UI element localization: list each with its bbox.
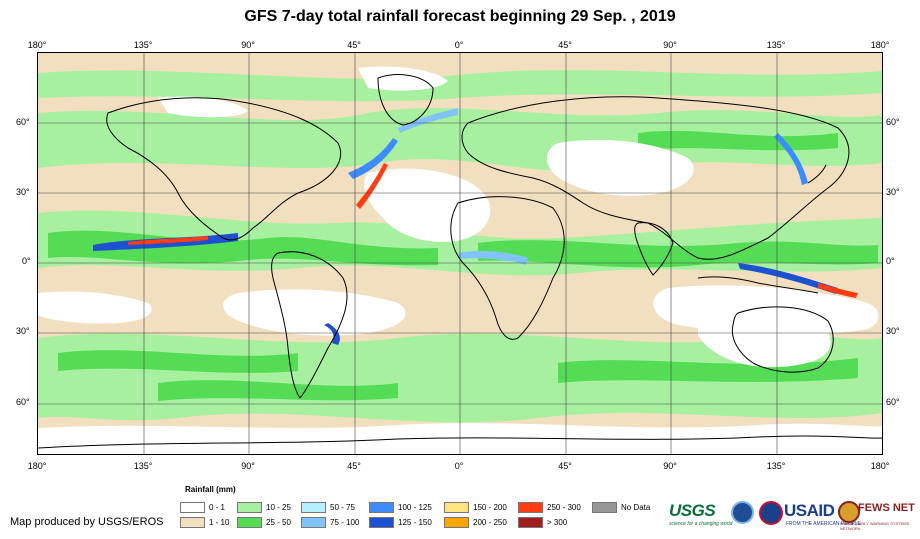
fews-net-logo: FEWS NET xyxy=(858,502,915,514)
usaid-tagline: FROM THE AMERICAN PEOPLE xyxy=(786,521,861,527)
legend-label: 10 - 25 xyxy=(266,503,291,512)
legend-label: 150 - 200 xyxy=(473,503,507,512)
usaid-logo: USAID xyxy=(784,501,835,520)
legend-swatch xyxy=(369,517,394,528)
lon-label-top: 45° xyxy=(558,40,572,50)
fews-net-tagline: FAMINE EARLY WARNING SYSTEMS NETWORK xyxy=(840,521,910,531)
greenland-outline xyxy=(377,74,434,126)
legend-label: No Data xyxy=(621,503,651,512)
lat-label-left: 0° xyxy=(22,256,31,266)
antarctica-outline xyxy=(38,435,882,449)
legend-label: 200 - 250 xyxy=(473,518,507,527)
lat-label-right: 30° xyxy=(886,187,900,197)
eurasia-outline xyxy=(461,96,850,260)
legend-label: 0 - 1 xyxy=(209,503,226,512)
lon-label-bottom: 0° xyxy=(454,461,464,471)
legend-swatch xyxy=(518,502,543,513)
legend-swatch xyxy=(301,517,326,528)
india-outline xyxy=(634,222,674,276)
africa-outline xyxy=(450,196,565,340)
lon-label-top: 0° xyxy=(454,40,464,50)
lon-label-top: 135° xyxy=(133,40,153,50)
usgs-tagline: science for a changing world xyxy=(669,521,733,527)
lon-label-top: 135° xyxy=(766,40,786,50)
lon-label-bottom: 90° xyxy=(663,461,677,471)
lon-label-top: 90° xyxy=(241,40,255,50)
lon-label-top: 45° xyxy=(347,40,361,50)
coastlines xyxy=(38,74,882,449)
lon-label-bottom: 180° xyxy=(870,461,890,471)
north-america-outline xyxy=(106,97,342,241)
legend-label: 1 - 10 xyxy=(209,518,230,527)
map-title: GFS 7-day total rainfall forecast beginn… xyxy=(244,8,676,25)
legend-label: 75 - 100 xyxy=(330,518,360,527)
legend-swatch xyxy=(180,502,205,513)
legend-label: 50 - 75 xyxy=(330,503,355,512)
legend-swatch xyxy=(237,502,262,513)
us-seal-icon xyxy=(759,501,783,525)
lat-label-left: 30° xyxy=(16,187,30,197)
lon-label-top: 90° xyxy=(663,40,677,50)
lat-label-left: 60° xyxy=(16,397,30,407)
lat-label-left: 60° xyxy=(16,117,30,127)
heavy-rain-features xyxy=(93,108,858,345)
japan-outline xyxy=(807,164,827,184)
legend-swatch xyxy=(180,517,205,528)
legend-title: Rainfall (mm) xyxy=(185,485,236,494)
lon-label-bottom: 90° xyxy=(241,461,255,471)
lon-label-bottom: 45° xyxy=(347,461,361,471)
legend-label: 250 - 300 xyxy=(547,503,581,512)
graticule xyxy=(38,53,882,454)
indonesia-outline xyxy=(697,276,819,294)
legend-swatch xyxy=(518,517,543,528)
legend-swatch xyxy=(592,502,617,513)
lon-label-bottom: 135° xyxy=(766,461,786,471)
map-credit: Map produced by USGS/EROS xyxy=(10,516,164,528)
lon-label-top: 180° xyxy=(27,40,47,50)
lat-label-right: 60° xyxy=(886,117,900,127)
legend-label: 125 - 150 xyxy=(398,518,432,527)
lat-label-left: 30° xyxy=(16,326,30,336)
legend-swatch xyxy=(369,502,394,513)
noaa-logo-icon xyxy=(731,501,754,524)
lat-label-right: 60° xyxy=(886,397,900,407)
legend-swatch xyxy=(237,517,262,528)
legend-swatch xyxy=(301,502,326,513)
legend-label: > 300 xyxy=(547,518,568,527)
lon-label-bottom: 135° xyxy=(133,461,153,471)
australia-outline xyxy=(731,306,834,373)
legend-swatch xyxy=(444,517,469,528)
legend-swatch xyxy=(444,502,469,513)
lat-label-right: 30° xyxy=(886,326,900,336)
rainfall-map-svg xyxy=(38,53,882,454)
legend-label: 100 - 125 xyxy=(398,503,432,512)
legend-label: 25 - 50 xyxy=(266,518,291,527)
lat-label-right: 0° xyxy=(886,256,895,266)
fews-net-globe-icon xyxy=(838,501,860,523)
usgs-logo: USGS xyxy=(669,501,716,520)
lon-label-bottom: 180° xyxy=(27,461,47,471)
lon-label-top: 180° xyxy=(870,40,890,50)
lon-label-bottom: 45° xyxy=(558,461,572,471)
south-america-outline xyxy=(271,251,348,399)
rainfall-map xyxy=(37,52,883,455)
